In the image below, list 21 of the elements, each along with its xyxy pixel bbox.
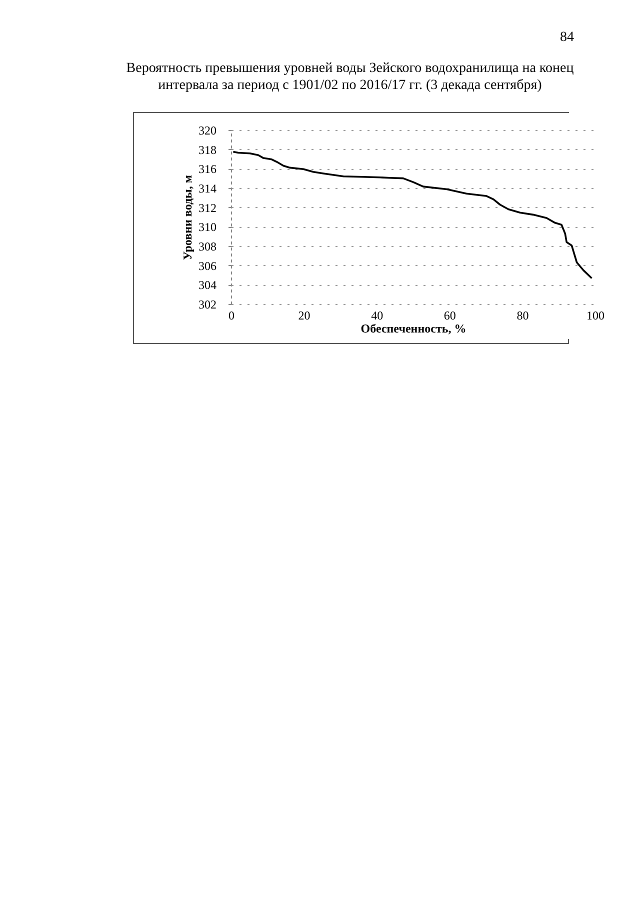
y-tick-label: 310: [198, 220, 216, 234]
y-tick-label: 316: [198, 162, 216, 176]
y-tick-label: 304: [198, 278, 216, 292]
x-tick-label: 60: [444, 308, 456, 322]
text: 84: [560, 30, 574, 46]
y-tick-label: 318: [198, 142, 216, 157]
x-tick-label: 0: [228, 308, 234, 322]
x-axis-title: Обеспеченность, %: [360, 322, 466, 336]
y-tick-label: 314: [198, 182, 216, 196]
x-tick-label: 40: [371, 308, 384, 322]
y-tick-label: 312: [198, 200, 216, 215]
line-series: [232, 150, 593, 280]
y-tick-label: 306: [198, 258, 216, 273]
y-tick-label: 320: [198, 124, 216, 138]
x-tick-label: 20: [298, 308, 310, 322]
y-axis-title: Уровни воды, м: [180, 174, 194, 260]
y-tick-label: 302: [198, 298, 216, 312]
x-tick-label: 80: [516, 308, 529, 322]
x-tick-label: 100: [586, 308, 604, 322]
chart-title: Вероятность превышения уровней воды Зейского водохранилища на конец интервала за период с 1901/02 по 2016/17 гг. (3 декада сентября): [125, 60, 575, 94]
y-tick-label: 308: [198, 240, 216, 254]
